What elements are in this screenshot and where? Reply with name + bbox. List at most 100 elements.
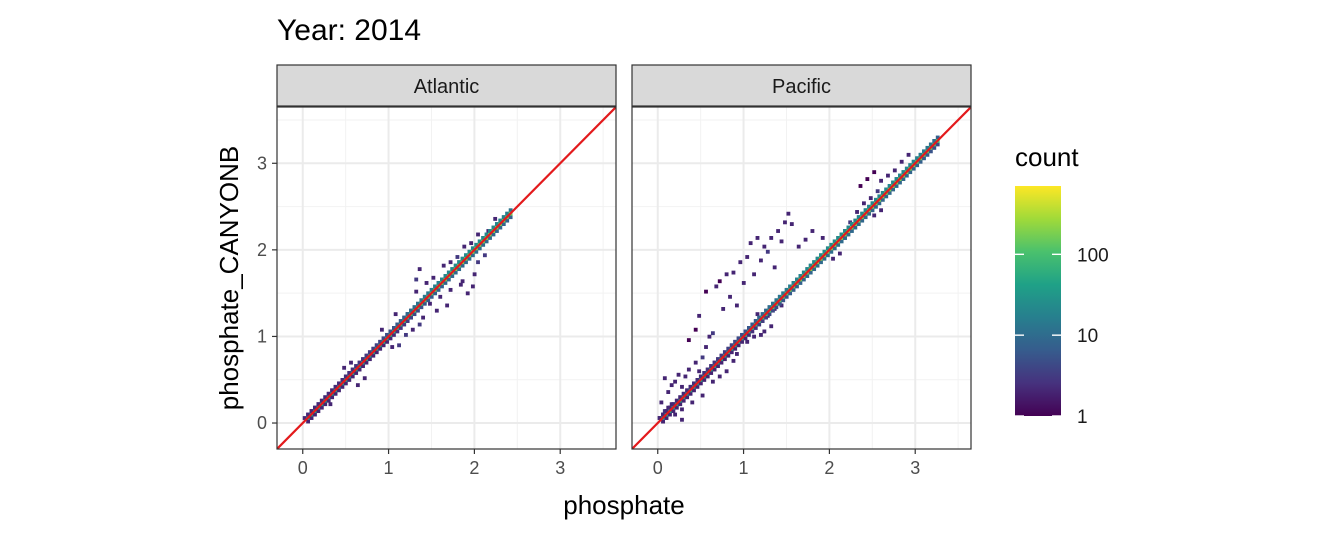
bin-cell: [829, 242, 834, 247]
bin-cell: [688, 384, 693, 389]
bin-cell: [932, 139, 937, 143]
bin-cell: [501, 222, 506, 227]
bin-cell: [875, 189, 880, 194]
bin-cell: [722, 357, 727, 362]
bin-cell: [904, 173, 909, 178]
bin-cell: [697, 313, 702, 318]
bin-cell: [915, 156, 920, 161]
bin-cell: [832, 246, 837, 251]
bin-cell: [736, 343, 741, 348]
bin-cell: [714, 284, 719, 289]
bin-cell: [422, 294, 427, 299]
bin-cell: [405, 312, 410, 317]
bin-cell: [726, 353, 731, 358]
bin-cell: [328, 402, 333, 407]
bin-cell: [501, 215, 506, 220]
bin-cell: [849, 229, 854, 233]
bin-cell: [455, 255, 460, 259]
bin-cell: [337, 388, 341, 393]
bin-cell: [450, 274, 455, 278]
bin-cell: [397, 343, 401, 348]
bin-cell: [908, 170, 913, 175]
bin-cell: [874, 197, 878, 202]
bin-cell: [812, 260, 817, 265]
strip-pacific: [631, 64, 972, 107]
bin-cell: [440, 277, 444, 282]
bin-cell: [431, 275, 436, 280]
bin-cell: [755, 236, 760, 240]
bin-cell: [911, 166, 916, 171]
bin-cell: [367, 350, 372, 355]
bin-cell: [808, 263, 813, 268]
bin-cell: [697, 369, 702, 374]
chart-title: Year: 2014: [277, 14, 421, 47]
bin-cell: [752, 272, 756, 277]
legend-breaks: 1 10 100: [1015, 245, 1109, 428]
bin-cell: [757, 322, 762, 327]
bin-cell: [416, 301, 420, 306]
bin-cell: [426, 291, 431, 296]
bin-cell: [381, 336, 386, 341]
bin-cell: [872, 170, 877, 175]
bin-cell: [801, 277, 806, 282]
bin-cell: [904, 166, 909, 171]
bin-cell: [484, 232, 489, 237]
bin-cell: [421, 315, 426, 320]
bin-cell: [433, 284, 438, 289]
bin-cell: [393, 312, 398, 317]
bin-cell: [357, 367, 362, 372]
bin-cell: [892, 168, 897, 173]
grid-atlantic: [277, 107, 616, 449]
bin-cell: [747, 332, 751, 337]
bin-cell: [899, 159, 904, 164]
bin-cell: [825, 246, 830, 251]
bin-cell: [812, 267, 817, 272]
bin-cell: [493, 216, 498, 221]
bin-cell: [887, 184, 892, 188]
bin-cell: [662, 376, 667, 381]
bin-cell: [460, 263, 465, 268]
legend-title: count: [1015, 142, 1079, 172]
bin-cell: [666, 390, 671, 394]
bin-cell: [755, 312, 760, 317]
bin-cell: [388, 329, 393, 334]
bin-cell: [781, 298, 786, 303]
bin-cell: [448, 260, 453, 265]
bin-cell: [355, 383, 360, 388]
bin-cell: [428, 301, 432, 306]
bin-cell: [710, 331, 715, 336]
bin-cell: [688, 391, 693, 396]
bin-cell: [669, 383, 674, 388]
bin-cell: [760, 312, 765, 317]
bin-cell: [743, 329, 748, 334]
bin-cell: [819, 253, 823, 258]
bin-cell: [470, 253, 475, 258]
bin-cell: [395, 322, 400, 327]
bin-cell: [762, 244, 767, 249]
strip-label-pacific: Pacific: [772, 76, 831, 98]
bin-cell: [354, 364, 359, 369]
bin-cell: [796, 244, 801, 249]
bin-cell: [867, 211, 871, 216]
bin-cell: [771, 308, 775, 313]
bin-cell: [820, 236, 825, 240]
bin-cell: [865, 177, 870, 181]
bin-cell: [769, 236, 774, 240]
bin-cell: [700, 393, 705, 398]
bin-cell: [398, 319, 403, 323]
bin-cell: [443, 281, 448, 285]
bin-cell: [808, 270, 813, 275]
bin-cell: [836, 236, 841, 240]
x-axis-title: phosphate: [563, 490, 684, 520]
bin-cell: [839, 239, 844, 244]
bin-cell: [908, 163, 913, 168]
bin-cell: [829, 249, 834, 254]
bin-cell: [505, 211, 510, 216]
bin-cell: [798, 274, 803, 278]
bin-cell: [728, 294, 732, 299]
bin-cell: [661, 419, 666, 424]
bin-cell: [443, 274, 448, 278]
bin-cell: [693, 360, 698, 365]
strip-atlantic: [276, 64, 617, 107]
bin-cell: [836, 242, 841, 247]
